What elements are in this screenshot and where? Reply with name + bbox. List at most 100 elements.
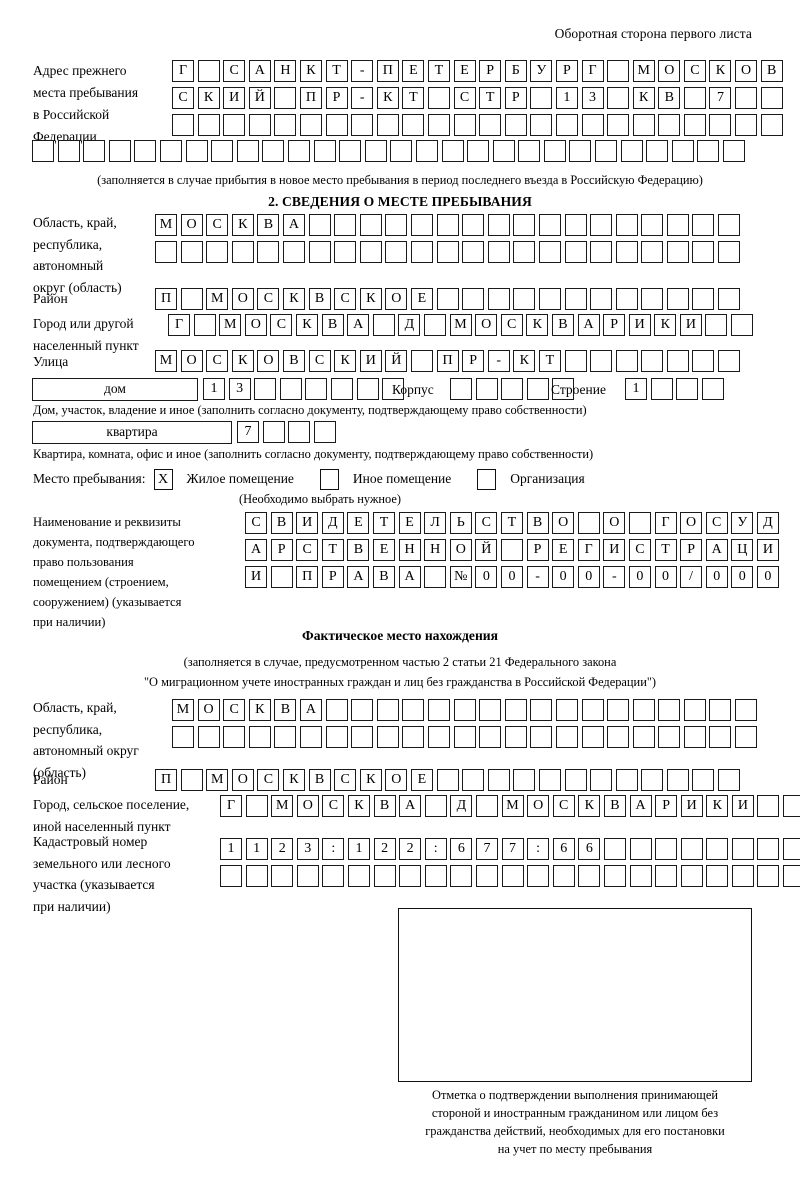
form-cell[interactable] <box>564 350 587 372</box>
form-cell[interactable]: М <box>172 699 194 721</box>
form-cell[interactable] <box>236 140 259 163</box>
form-cell[interactable]: О <box>658 60 681 82</box>
form-cell[interactable] <box>504 699 527 721</box>
form-cell[interactable] <box>223 113 246 136</box>
form-cell[interactable] <box>632 699 655 721</box>
form-cell[interactable]: 1 <box>220 838 242 860</box>
form-cell[interactable]: П <box>376 60 399 82</box>
form-cell[interactable] <box>501 378 524 400</box>
form-cell[interactable] <box>479 113 502 136</box>
form-cell[interactable] <box>248 113 271 136</box>
form-cell[interactable]: А <box>398 565 421 588</box>
form-cell[interactable]: - <box>351 60 374 82</box>
form-cell[interactable] <box>564 214 587 236</box>
form-cell[interactable] <box>197 113 220 136</box>
form-cell[interactable] <box>313 421 336 443</box>
form-cell[interactable] <box>500 538 523 561</box>
form-cell[interactable] <box>620 140 643 163</box>
form-cell[interactable] <box>676 378 699 400</box>
form-cell[interactable] <box>607 113 630 136</box>
form-cell[interactable] <box>615 350 638 372</box>
form-cell[interactable]: К <box>376 86 399 109</box>
form-cell[interactable] <box>581 113 604 136</box>
form-cell[interactable]: Т <box>372 512 395 534</box>
form-cell[interactable] <box>735 699 758 721</box>
form-cell[interactable] <box>518 140 541 163</box>
form-cell[interactable] <box>723 140 746 163</box>
form-cell[interactable] <box>735 725 758 748</box>
form-cell[interactable] <box>462 240 485 263</box>
form-cell[interactable] <box>731 314 754 336</box>
form-cell[interactable]: Й <box>475 538 498 561</box>
form-cell[interactable]: И <box>680 795 703 817</box>
form-cell[interactable]: 0 <box>731 565 754 588</box>
form-cell[interactable] <box>590 240 613 263</box>
form-cell[interactable]: О <box>680 512 703 534</box>
form-cell[interactable]: Т <box>427 60 450 82</box>
form-cell[interactable] <box>555 113 578 136</box>
form-cell[interactable]: 7 <box>501 838 524 860</box>
form-cell[interactable]: С <box>628 538 651 561</box>
form-cell[interactable] <box>603 864 626 887</box>
form-cell[interactable] <box>692 288 715 310</box>
form-cell[interactable] <box>513 240 536 263</box>
form-cell[interactable]: О <box>475 314 498 336</box>
form-cell[interactable] <box>590 214 613 236</box>
form-cell[interactable] <box>632 113 655 136</box>
form-cell[interactable]: Р <box>655 795 678 817</box>
form-cell[interactable] <box>427 113 450 136</box>
form-cell[interactable]: 1 <box>245 838 268 860</box>
form-cell[interactable] <box>552 378 575 400</box>
form-cell[interactable] <box>427 725 450 748</box>
form-cell[interactable]: М <box>206 769 229 791</box>
form-cell[interactable] <box>351 113 374 136</box>
form-cell[interactable]: С <box>308 350 331 372</box>
form-cell[interactable] <box>245 795 268 817</box>
form-cell[interactable] <box>257 240 280 263</box>
form-cell[interactable]: Т <box>538 350 561 372</box>
stamp-box[interactable] <box>398 908 752 1082</box>
form-cell[interactable]: Р <box>504 86 527 109</box>
form-cell[interactable] <box>697 140 720 163</box>
form-cell[interactable]: 2 <box>399 838 422 860</box>
form-cell[interactable] <box>450 864 473 887</box>
form-cell[interactable]: В <box>760 60 783 82</box>
form-cell[interactable]: М <box>632 60 655 82</box>
form-cell[interactable] <box>530 113 553 136</box>
form-cell[interactable]: О <box>449 538 472 561</box>
form-cell[interactable] <box>410 240 433 263</box>
form-cell[interactable] <box>666 214 689 236</box>
form-cell[interactable]: С <box>257 769 280 791</box>
form-cell[interactable]: 1 <box>347 838 370 860</box>
form-cell[interactable] <box>453 113 476 136</box>
form-cell[interactable]: В <box>282 350 305 372</box>
form-cell[interactable]: П <box>155 769 177 791</box>
form-cell[interactable]: А <box>399 795 422 817</box>
form-cell[interactable] <box>555 699 578 721</box>
form-cell[interactable] <box>581 699 604 721</box>
form-cell[interactable] <box>760 113 783 136</box>
form-cell[interactable] <box>475 795 498 817</box>
form-cell[interactable]: А <box>299 699 322 721</box>
form-cell[interactable] <box>564 240 587 263</box>
form-cell[interactable] <box>351 699 374 721</box>
form-cell[interactable] <box>410 214 433 236</box>
form-cell[interactable]: К <box>578 795 601 817</box>
form-cell[interactable] <box>436 214 459 236</box>
form-cell[interactable]: 0 <box>577 565 600 588</box>
form-cell[interactable]: С <box>705 512 728 534</box>
form-cell[interactable]: Н <box>424 538 447 561</box>
form-cell[interactable]: И <box>296 512 319 534</box>
form-cell[interactable] <box>359 240 382 263</box>
form-cell[interactable]: И <box>603 538 626 561</box>
form-cell[interactable] <box>718 214 741 236</box>
form-cell[interactable] <box>462 769 485 791</box>
form-cell[interactable] <box>683 113 706 136</box>
form-cell[interactable] <box>783 795 800 817</box>
form-cell[interactable]: Й <box>248 86 271 109</box>
form-cell[interactable]: О <box>257 350 280 372</box>
stay-type-checkbox[interactable]: X <box>153 468 173 490</box>
form-cell[interactable] <box>313 140 336 163</box>
form-cell[interactable] <box>180 240 203 263</box>
form-cell[interactable]: М <box>219 314 242 336</box>
